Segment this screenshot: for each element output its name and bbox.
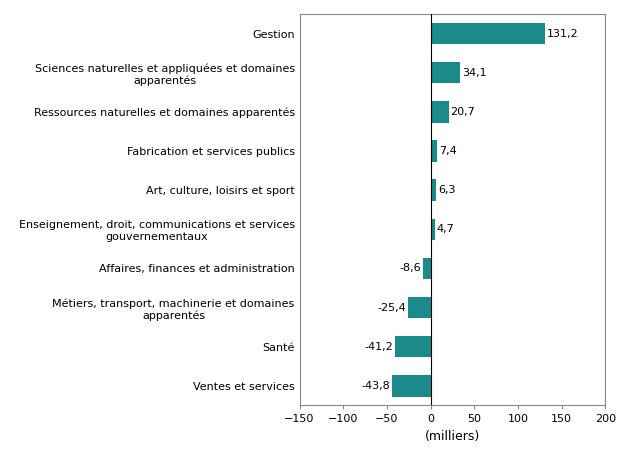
Bar	[408, 297, 431, 318]
Text: 20,7: 20,7	[451, 107, 475, 117]
Bar	[431, 140, 437, 162]
Text: 34,1: 34,1	[462, 68, 487, 78]
Bar	[431, 23, 545, 44]
Text: -8,6: -8,6	[400, 263, 421, 274]
Text: -41,2: -41,2	[364, 342, 393, 352]
Text: -43,8: -43,8	[362, 381, 391, 391]
Text: 4,7: 4,7	[436, 224, 454, 234]
X-axis label: (milliers): (milliers)	[425, 430, 480, 443]
Bar	[431, 179, 436, 201]
Bar	[423, 258, 431, 279]
Bar	[431, 62, 461, 83]
Text: 7,4: 7,4	[439, 146, 457, 156]
Bar	[392, 375, 431, 397]
Text: -25,4: -25,4	[378, 302, 407, 313]
Bar	[431, 101, 449, 123]
Bar	[394, 336, 431, 357]
Bar	[431, 219, 435, 240]
Text: 131,2: 131,2	[547, 28, 578, 39]
Text: 6,3: 6,3	[438, 185, 456, 195]
